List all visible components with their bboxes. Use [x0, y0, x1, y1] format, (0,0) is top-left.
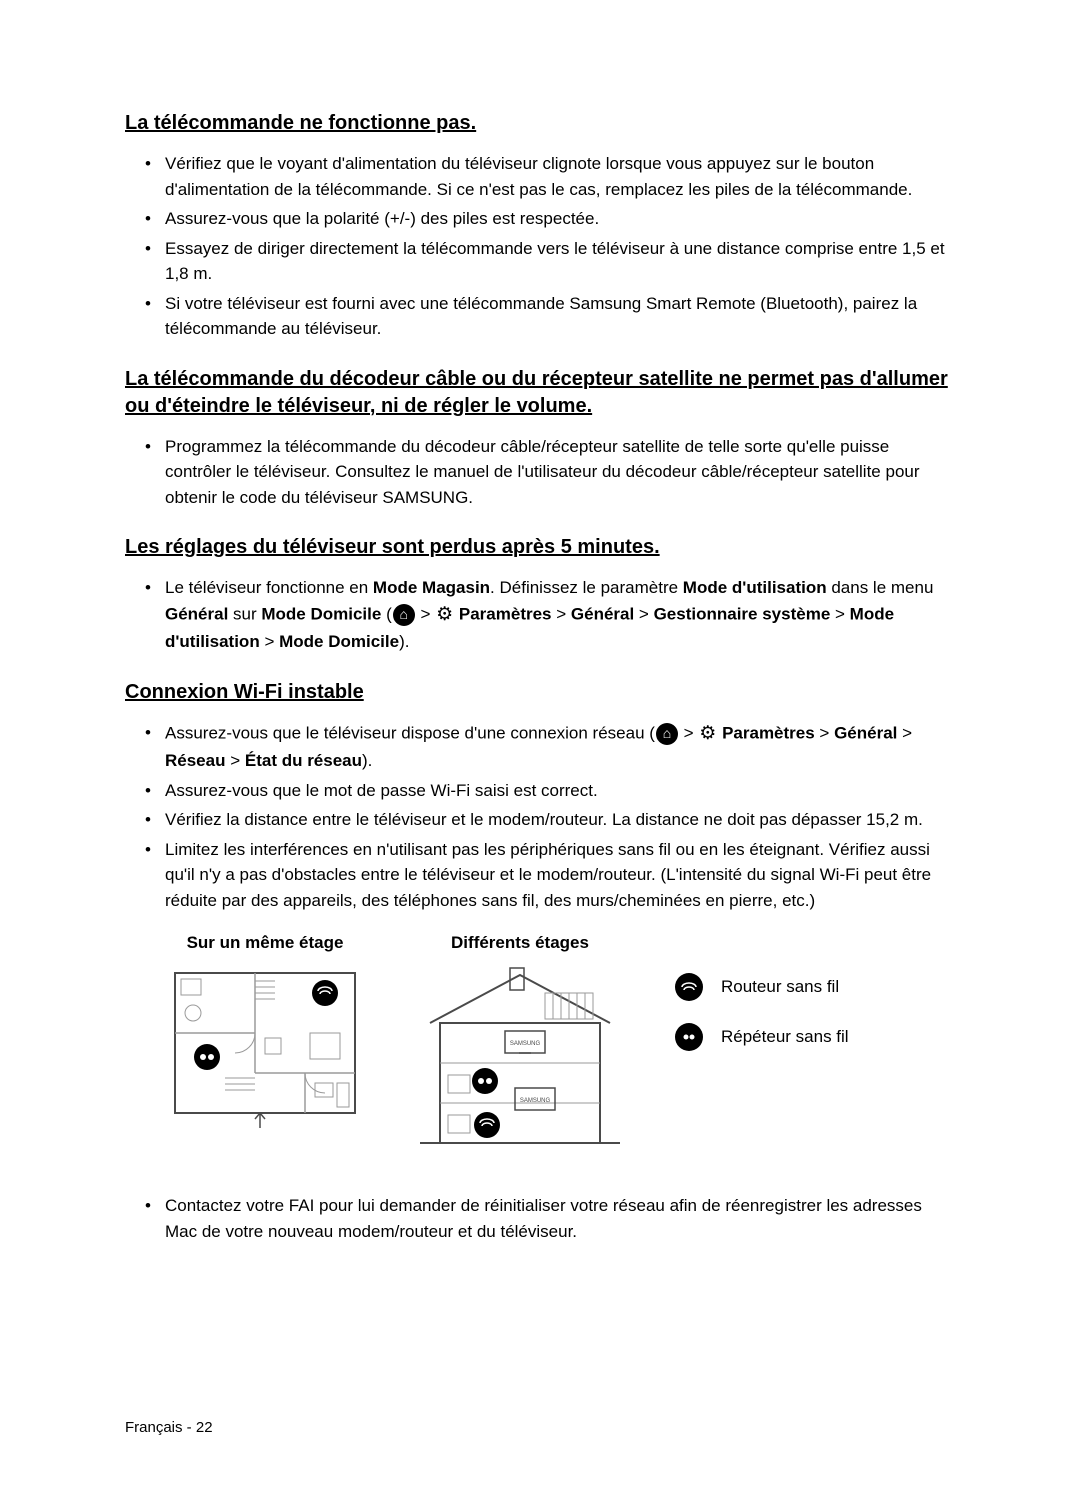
house-svg: SAMSUNG SAMSUNG	[415, 963, 625, 1153]
legend: Routeur sans fil Répéteur sans fil	[675, 973, 849, 1051]
bullet: Vérifiez que le voyant d'alimentation du…	[165, 151, 955, 202]
heading-wifi: Connexion Wi-Fi instable	[125, 679, 955, 706]
bullets-wifi-cont: Contactez votre FAI pour lui demander de…	[125, 1193, 955, 1244]
bullet: Programmez la télécommande du décodeur c…	[165, 434, 955, 511]
t: . Définissez le paramètre	[490, 578, 683, 597]
t: Le téléviseur fonctionne en	[165, 578, 373, 597]
t: ).	[362, 751, 372, 770]
heading-remote: La télécommande ne fonctionne pas.	[125, 110, 955, 137]
t: >	[552, 604, 571, 623]
t: Mode Magasin	[373, 578, 490, 597]
figures-row: Sur un même étage	[165, 933, 955, 1153]
t: >	[260, 632, 279, 651]
legend-label: Routeur sans fil	[721, 977, 839, 997]
t: (	[381, 604, 391, 623]
t: Assurez-vous que le téléviseur dispose d…	[165, 723, 655, 742]
svg-text:SAMSUNG: SAMSUNG	[510, 1041, 541, 1047]
t: Réseau	[165, 751, 225, 770]
page-footer: Français - 22	[125, 1419, 213, 1436]
t: Général	[834, 723, 897, 742]
heading-settings: Les réglages du téléviseur sont perdus a…	[125, 534, 955, 561]
t: ).	[399, 632, 409, 651]
bullet: Limitez les interférences en n'utilisant…	[165, 837, 955, 914]
t: Paramètres	[459, 604, 552, 623]
bullets-settings: Le téléviseur fonctionne en Mode Magasin…	[125, 575, 955, 655]
legend-label: Répéteur sans fil	[721, 1027, 849, 1047]
bullets-decoder: Programmez la télécommande du décodeur c…	[125, 434, 955, 511]
heading-decoder: La télécommande du décodeur câble ou du …	[125, 366, 955, 420]
router-icon	[675, 973, 703, 1001]
t: >	[679, 723, 698, 742]
t: >	[830, 604, 849, 623]
t: Paramètres	[722, 723, 815, 742]
home-icon	[393, 604, 415, 626]
svg-text:SAMSUNG: SAMSUNG	[520, 1098, 551, 1104]
t: Général	[571, 604, 634, 623]
bullet: Contactez votre FAI pour lui demander de…	[165, 1193, 955, 1244]
t: >	[897, 723, 912, 742]
bullet: Assurez-vous que le téléviseur dispose d…	[165, 720, 955, 774]
legend-repeater: Répéteur sans fil	[675, 1023, 849, 1051]
floorplan-svg	[165, 963, 365, 1133]
bullet: Essayez de diriger directement la téléco…	[165, 236, 955, 287]
t: Gestionnaire système	[654, 604, 831, 623]
t: Général	[165, 604, 228, 623]
bullets-remote: Vérifiez que le voyant d'alimentation du…	[125, 151, 955, 342]
t: Mode Domicile	[261, 604, 381, 623]
figure-caption: Différents étages	[451, 933, 589, 953]
bullet: Assurez-vous que le mot de passe Wi-Fi s…	[165, 778, 955, 804]
t: >	[225, 751, 244, 770]
figure-multi-floor: Différents étages SAMSUNG	[415, 933, 625, 1153]
repeater-icon	[675, 1023, 703, 1051]
legend-router: Routeur sans fil	[675, 973, 849, 1001]
t: Mode d'utilisation	[683, 578, 827, 597]
bullets-wifi: Assurez-vous que le téléviseur dispose d…	[125, 720, 955, 914]
t: >	[815, 723, 834, 742]
t: État du réseau	[245, 751, 362, 770]
gear-icon: ⚙	[699, 720, 716, 749]
t: >	[416, 604, 435, 623]
bullet: Si votre téléviseur est fourni avec une …	[165, 291, 955, 342]
t: >	[634, 604, 653, 623]
figure-caption: Sur un même étage	[187, 933, 344, 953]
home-icon	[656, 723, 678, 745]
gear-icon: ⚙	[436, 601, 453, 630]
bullet: Assurez-vous que la polarité (+/-) des p…	[165, 206, 955, 232]
t: dans le menu	[827, 578, 934, 597]
t: Mode Domicile	[279, 632, 399, 651]
bullet: Le téléviseur fonctionne en Mode Magasin…	[165, 575, 955, 655]
t: sur	[228, 604, 261, 623]
bullet: Vérifiez la distance entre le téléviseur…	[165, 807, 955, 833]
figure-single-floor: Sur un même étage	[165, 933, 365, 1133]
